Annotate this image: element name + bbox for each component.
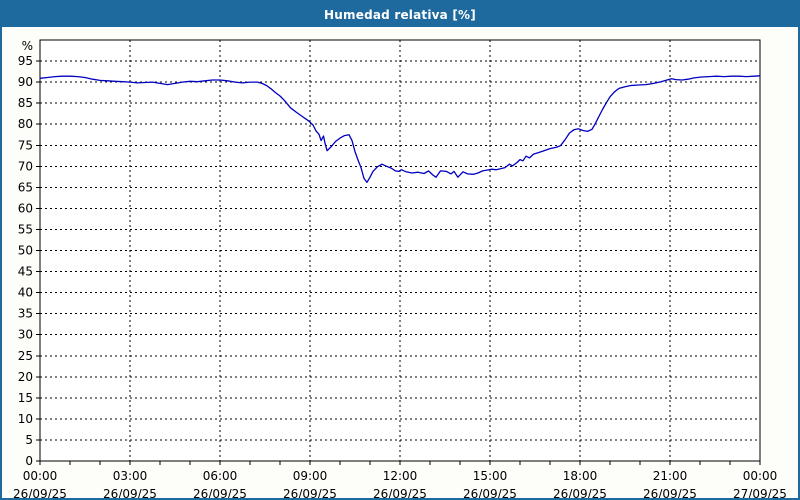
x-tick-date-label: 26/09/25 [283, 487, 337, 498]
axis-ticks [36, 60, 761, 465]
y-tick-label: 40 [18, 286, 33, 300]
y-tick-label: 25 [18, 349, 33, 363]
x-tick-time-label: 21:00 [653, 469, 688, 483]
y-tick-label: 5 [25, 433, 33, 447]
y-tick-label: 90 [18, 75, 33, 89]
y-tick-label: 0 [25, 454, 33, 468]
x-tick-time-label: 06:00 [203, 469, 238, 483]
gridlines [40, 40, 760, 461]
y-tick-label: 70 [18, 159, 33, 173]
y-tick-label: 45 [18, 265, 33, 279]
x-tick-time-label: 00:00 [743, 469, 778, 483]
x-tick-date-label: 26/09/25 [373, 487, 427, 498]
y-tick-label: 85 [18, 96, 33, 110]
y-tick-label: 95 [18, 54, 33, 68]
x-tick-date-label: 26/09/25 [13, 487, 67, 498]
x-tick-date-label: 26/09/25 [463, 487, 517, 498]
y-tick-label: 10 [18, 412, 33, 426]
y-tick-label: 65 [18, 180, 33, 194]
x-tick-time-label: 12:00 [383, 469, 418, 483]
y-tick-label: 35 [18, 307, 33, 321]
humidity-series-line [39, 75, 761, 183]
y-tick-label: 60 [18, 201, 33, 215]
x-tick-date-label: 27/09/25 [733, 487, 787, 498]
x-tick-date-label: 26/09/25 [103, 487, 157, 498]
x-tick-time-label: 00:00 [23, 469, 58, 483]
humidity-chart-svg: 95908580757065605550454035302520151050%0… [13, 39, 787, 498]
x-tick-time-label: 15:00 [473, 469, 508, 483]
chart-panel: 95 90 85 80 75 70 65 60 55 50 45 40 35 30 25 20 15 10 5 0% 0… [2, 27, 798, 498]
x-tick-date-label: 26/09/25 [553, 487, 607, 498]
x-tick-date-label: 26/09/25 [193, 487, 247, 498]
y-tick-label: 75 [18, 138, 33, 152]
x-tick-date-label: 26/09/25 [643, 487, 697, 498]
axis-labels [39, 75, 761, 183]
y-tick-label: 80 [18, 117, 33, 131]
y-tick-label: 50 [18, 244, 33, 258]
y-tick-label: 15 [18, 391, 33, 405]
y-axis-unit-label: % [22, 39, 33, 53]
window-titlebar: Humedad relativa [%] [2, 2, 798, 27]
y-tick-label: 30 [18, 328, 33, 342]
x-tick-time-label: 18:00 [563, 469, 598, 483]
window-title: Humedad relativa [%] [324, 7, 476, 22]
x-tick-time-label: 09:00 [293, 469, 328, 483]
y-tick-label: 55 [18, 222, 33, 236]
y-tick-label: 20 [18, 370, 33, 384]
x-tick-time-label: 03:00 [113, 469, 148, 483]
